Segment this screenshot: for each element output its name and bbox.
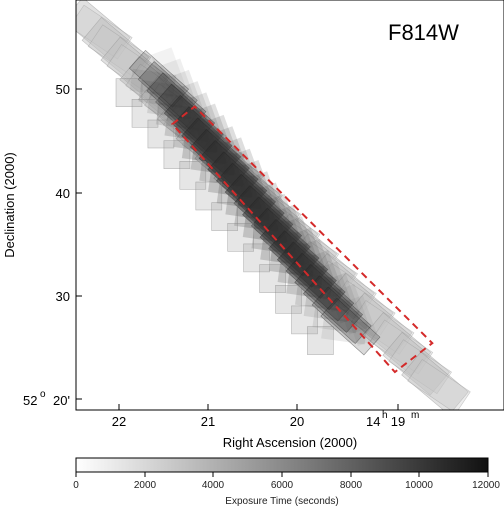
- exposure-tile: [263, 193, 301, 245]
- exposure-tile: [220, 137, 257, 189]
- filter-label: F814W: [388, 20, 459, 45]
- exposure-tile: [307, 250, 344, 301]
- exposure-tile: [189, 128, 250, 187]
- exposure-tile: [333, 283, 370, 335]
- exposure-tile: [87, 24, 152, 80]
- exposure-tile: [272, 205, 310, 256]
- exposure-tile: [150, 47, 188, 99]
- colorbar-tick-label: 2000: [134, 480, 157, 491]
- exposure-tile: [298, 238, 336, 290]
- x-tick-label: 19: [391, 414, 405, 429]
- exposure-tile: [289, 227, 327, 279]
- y-axis-title: Declination (2000): [2, 152, 17, 258]
- exposure-tile: [115, 78, 143, 107]
- colorbar-tick-label: 4000: [202, 480, 225, 491]
- exposure-tile: [246, 171, 283, 222]
- exposure-tile: [316, 261, 353, 313]
- exposure-tile: [324, 272, 362, 324]
- exposure-tile: [250, 207, 311, 266]
- y-tick-label: 50: [56, 82, 70, 97]
- colorbar-tick-label: 8000: [340, 480, 363, 491]
- exposure-tile: [342, 295, 379, 346]
- exposure-tile: [321, 316, 368, 345]
- exposure-tile: [147, 119, 175, 149]
- ra-hours-unit: h: [382, 410, 388, 421]
- y-tick-label: 30: [56, 289, 70, 304]
- colorbar-tick-label: 0: [73, 480, 79, 491]
- dec-degree-label: 52: [23, 393, 37, 408]
- exposure-tile: [369, 319, 434, 375]
- exposure-tile: [227, 223, 254, 252]
- x-axis: 22 21 20 14 h 19 m: [112, 404, 419, 429]
- exposure-tile: [128, 49, 190, 108]
- colorbar-tick-label: 10000: [405, 480, 433, 491]
- plot-frame: [75, 0, 504, 411]
- exposure-tile: [144, 83, 208, 139]
- exposure-tile: [407, 358, 471, 410]
- colorbar-tick-label: 6000: [271, 480, 294, 491]
- exposure-tile: [332, 280, 396, 336]
- exposure-tile: [211, 202, 238, 231]
- y-axis: 50 40 30 20' 52 o: [23, 82, 82, 408]
- exposure-tile: [181, 122, 246, 178]
- colorbar: 0 2000 4000 6000 8000 10000 12000 Exposu…: [73, 457, 500, 507]
- x-axis-title: Right Ascension (2000): [223, 435, 357, 450]
- exposure-tile: [255, 182, 292, 234]
- exposure-tile: [259, 264, 286, 293]
- exposure-tile: [76, 4, 133, 60]
- exposure-tile: [172, 106, 233, 164]
- exposure-tile: [388, 339, 452, 395]
- exposure-tile: [281, 216, 318, 268]
- exposure-tile: [211, 126, 249, 177]
- y-tick-label: 40: [56, 186, 70, 201]
- exposure-tile: [307, 326, 334, 355]
- footprint-outline: [170, 105, 434, 374]
- exposure-tile: [207, 151, 268, 209]
- ra-hours-label: 14: [366, 414, 380, 429]
- exposure-tile: [291, 305, 318, 335]
- exposure-tile: [243, 243, 270, 273]
- x-tick-label: 22: [112, 414, 126, 429]
- exposure-tile: [233, 185, 294, 243]
- x-tick-label: 21: [201, 414, 215, 429]
- exposure-tile: [259, 218, 320, 277]
- exposure-tile: [224, 173, 285, 232]
- exposure-tile: [275, 284, 302, 314]
- exposure-tile: [237, 160, 275, 211]
- exposure-tile: [146, 72, 207, 130]
- exposure-tile: [185, 92, 223, 144]
- exposure-tile: [382, 331, 451, 396]
- ra-minutes-unit: m: [411, 410, 419, 421]
- exposure-tile: [229, 148, 266, 200]
- exposure-tile: [215, 162, 277, 221]
- exposure-tile: [106, 44, 171, 99]
- exposure-tile: [163, 140, 191, 169]
- x-tick-label: 20: [290, 414, 304, 429]
- exposure-tile: [125, 63, 189, 119]
- exposure-tile: [159, 58, 196, 110]
- exposure-tile: [219, 162, 283, 218]
- exposure-tile: [137, 61, 198, 119]
- exposure-tile: [181, 117, 242, 176]
- colorbar-title: Exposure Time (seconds): [225, 496, 338, 507]
- exposure-tile: [242, 196, 303, 254]
- colorbar-tick-label: 12000: [472, 480, 500, 491]
- y-tick-label: 20': [53, 393, 70, 408]
- exposure-tile: [202, 114, 240, 166]
- exposure-tile: [198, 140, 259, 198]
- exposure-tile: [131, 99, 159, 128]
- exposure-tile: [179, 161, 207, 190]
- dec-degree-unit: o: [40, 389, 46, 400]
- exposure-tile: [195, 181, 223, 211]
- colorbar-gradient: [75, 457, 489, 473]
- exposure-tile: [285, 252, 346, 311]
- exposure-tile: [401, 351, 469, 410]
